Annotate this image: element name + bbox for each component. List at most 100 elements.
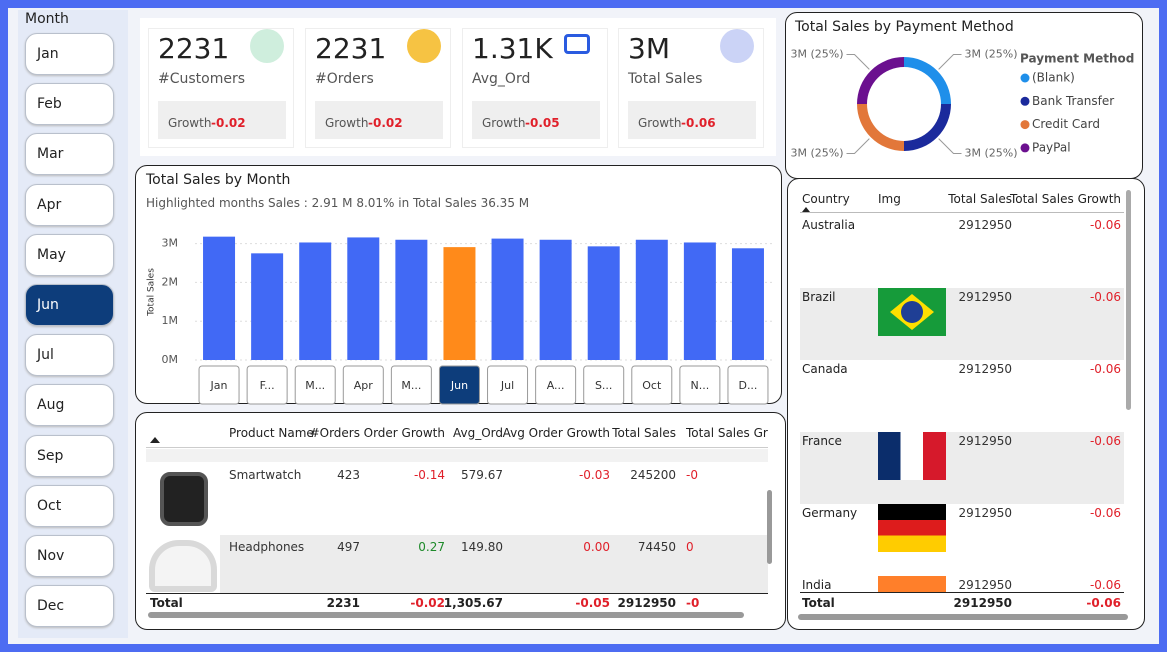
header-underline	[800, 212, 1124, 213]
total-cell: Total	[150, 596, 183, 610]
month-button-label[interactable]: Aug	[37, 397, 65, 414]
month-filter-box	[294, 365, 336, 405]
kpi-label: #Orders	[315, 71, 374, 87]
month-button-label[interactable]: Sep	[37, 447, 64, 464]
x-tick-label: Jan	[210, 379, 228, 392]
column-header: Avg Order Growth	[502, 426, 610, 440]
kpi-card	[148, 28, 294, 148]
month-filter-box	[246, 365, 288, 405]
leader-line	[938, 54, 962, 70]
month-button-label[interactable]: Nov	[37, 548, 65, 564]
x-tick-label: Jul	[500, 379, 514, 392]
y-tick-label: 1M	[162, 314, 179, 327]
month-button[interactable]	[25, 33, 114, 75]
bar	[539, 239, 572, 360]
bar	[587, 246, 620, 360]
month-filter-box	[438, 365, 480, 405]
table-cell: 2912950	[958, 506, 1012, 520]
kpi-label: Total Sales	[628, 71, 703, 87]
total-cell: Total	[802, 596, 835, 610]
kpi-value: 1.31K	[472, 32, 553, 65]
table-cell: Smartwatch	[229, 468, 302, 482]
month-button[interactable]	[25, 434, 114, 477]
table-cell: 0	[686, 540, 694, 554]
total-cell: 1,305.67	[443, 596, 503, 610]
month-button[interactable]	[25, 484, 114, 527]
row-bg	[800, 288, 1124, 360]
table-cell: 2912950	[958, 290, 1012, 304]
value-label: 3M (25%)	[964, 146, 1017, 159]
column-header: Img	[878, 192, 901, 206]
legend-marker	[1020, 120, 1030, 130]
table-cell: -0.03	[578, 468, 610, 482]
country-table-panel	[787, 178, 1145, 630]
month-button-label[interactable]: Oct	[37, 497, 62, 514]
table-cell: -0.06	[1089, 434, 1121, 448]
month-button-label[interactable]: Mar	[37, 146, 64, 163]
month-button[interactable]	[25, 133, 114, 176]
month-button-label[interactable]: Jun	[37, 297, 59, 313]
month-button-label[interactable]: Jul	[37, 347, 54, 364]
bar	[299, 242, 332, 360]
growth-box	[315, 101, 443, 139]
x-tick-label: S...	[595, 379, 612, 392]
month-button[interactable]	[25, 233, 114, 276]
growth-label: Growth	[325, 116, 369, 130]
x-tick-label: F...	[260, 379, 275, 392]
kpi-card	[462, 28, 608, 148]
bar	[443, 247, 476, 360]
month-button-label[interactable]: Apr	[37, 196, 62, 213]
table-cell: Headphones	[229, 540, 305, 554]
month-button[interactable]	[25, 183, 114, 226]
table-cell: Germany	[802, 506, 858, 520]
scrollbar	[767, 490, 772, 564]
sort-icon	[802, 207, 810, 212]
table-cell: -0.06	[1089, 578, 1121, 592]
payment-chart-panel	[785, 12, 1143, 179]
total-cell: -0.05	[575, 596, 610, 610]
growth-label: Growth	[638, 116, 682, 130]
legend-title: Payment Method	[1020, 52, 1134, 66]
total-cell: -0.02	[410, 596, 445, 610]
column-header: Total Sales	[948, 192, 1012, 206]
flag	[878, 576, 946, 592]
total-cell: 2231	[326, 596, 360, 610]
donut-segment	[904, 57, 951, 104]
x-tick-label: Jun	[450, 379, 468, 392]
kpi-icon	[564, 34, 590, 54]
table-cell: 74450	[637, 540, 676, 554]
flag	[878, 504, 946, 552]
table-cell: 149.80	[461, 540, 503, 554]
x-tick-label: Oct	[642, 379, 662, 392]
x-tick-label: D...	[738, 379, 757, 392]
table-cell: -0	[686, 468, 698, 482]
growth-value: -0.06	[681, 116, 716, 130]
table-cell: 2912950	[958, 578, 1012, 592]
month-button[interactable]	[25, 83, 114, 126]
month-button[interactable]	[25, 384, 114, 427]
leader-line	[938, 138, 962, 154]
month-button[interactable]	[25, 585, 114, 628]
y-tick-label: 0M	[162, 353, 179, 366]
y-axis-label: Total Sales	[147, 268, 157, 317]
kpi-label: #Customers	[158, 71, 246, 87]
value-label: 3M (25%)	[790, 146, 843, 159]
month-filter-box	[487, 365, 529, 405]
month-button-label[interactable]: May	[37, 246, 66, 263]
month-button[interactable]	[25, 284, 114, 326]
month-button-label[interactable]: Dec	[37, 598, 65, 615]
month-button-label[interactable]: Feb	[37, 96, 62, 113]
slicer-title: Month	[25, 11, 69, 27]
month-chart-title: Total Sales by Month	[146, 172, 291, 188]
table-cell: -0.06	[1089, 362, 1121, 376]
value-label: 3M (25%)	[964, 48, 1017, 61]
x-tick-label: A...	[547, 379, 565, 392]
total-line	[800, 592, 1124, 593]
month-button[interactable]	[25, 535, 114, 577]
legend-marker	[1020, 96, 1030, 106]
month-button-label[interactable]: Jan	[37, 46, 59, 62]
column-header: Total Sales	[612, 426, 676, 440]
month-filter-box	[583, 365, 625, 405]
month-button[interactable]	[25, 334, 114, 377]
